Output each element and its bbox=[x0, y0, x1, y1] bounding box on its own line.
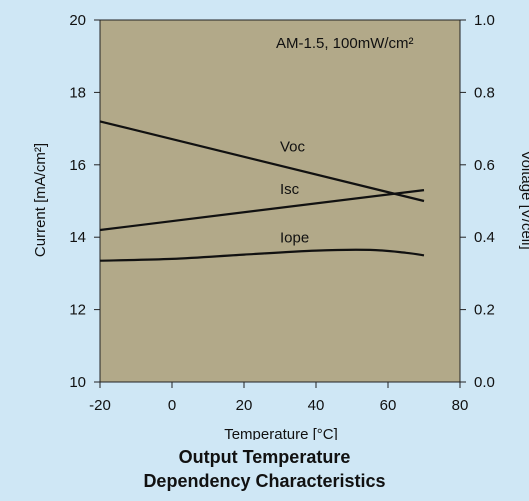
chart-svg: -20 0 20 40 60 80 10 12 14 16 18 20 0.0 0.2 0.4 0.6 0.8 1… bbox=[32, 12, 529, 440]
y-left-tick-label: 12 bbox=[69, 302, 86, 319]
y-left-tick-label: 16 bbox=[69, 157, 86, 174]
y-left-tick-label: 18 bbox=[69, 84, 86, 101]
series-label-iope: Iope bbox=[280, 230, 309, 247]
series-label-isc: Isc bbox=[280, 181, 300, 198]
chart-title-line-1: Output Temperature bbox=[178, 447, 351, 467]
x-tick-label: -20 bbox=[89, 397, 111, 414]
y-right-tick-label: 0.8 bbox=[474, 84, 495, 101]
chart-title-line-2: Dependency Characteristics bbox=[143, 471, 386, 491]
y-right-tick-label: 0.4 bbox=[474, 229, 495, 246]
series-line-isc bbox=[99, 189, 425, 232]
x-tick-label: 40 bbox=[308, 397, 325, 414]
y-right-tick-label: 0.6 bbox=[474, 157, 495, 174]
x-tick-label: 0 bbox=[168, 397, 176, 414]
y-left-tick-label: 20 bbox=[69, 12, 86, 29]
y-right-tick-label: 0.0 bbox=[474, 374, 495, 391]
ticks-layer: -20 0 20 40 60 80 10 12 14 16 18 20 0.0 0.2 0.4 0.6 0.8 1… bbox=[69, 12, 495, 414]
series-layer: Voc Isc Iope bbox=[99, 120, 425, 262]
y-right-tick-label: 1.0 bbox=[474, 12, 495, 29]
x-tick-label: 60 bbox=[380, 397, 397, 414]
annotation-label: AM-1.5, 100mW/cm² bbox=[276, 35, 414, 52]
series-label-voc: Voc bbox=[280, 139, 306, 156]
series-line-iope bbox=[99, 248, 425, 262]
x-tick-label: 20 bbox=[236, 397, 253, 414]
x-tick-label: 80 bbox=[452, 397, 469, 414]
y-axis-right-title: Voltage [V/cell] bbox=[518, 150, 529, 249]
y-left-tick-label: 14 bbox=[69, 229, 86, 246]
plot-area bbox=[99, 19, 461, 383]
series-line-voc bbox=[99, 120, 425, 203]
y-axis-left-title: Current [mA/cm²] bbox=[32, 143, 49, 257]
y-right-tick-label: 0.2 bbox=[474, 302, 495, 319]
x-axis-title: Temperature [°C] bbox=[224, 426, 338, 440]
y-left-tick-label: 10 bbox=[69, 374, 86, 391]
